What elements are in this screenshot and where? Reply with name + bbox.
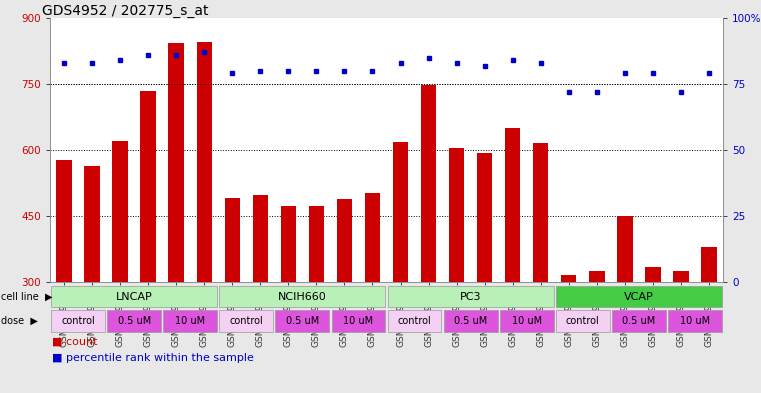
Text: control: control: [229, 316, 263, 325]
Text: 0.5 uM: 0.5 uM: [622, 316, 655, 325]
Bar: [84, 166, 100, 282]
Text: GDS4952 / 202775_s_at: GDS4952 / 202775_s_at: [43, 4, 209, 18]
Text: 10 uM: 10 uM: [511, 316, 542, 325]
Bar: [449, 148, 464, 282]
Text: 10 uM: 10 uM: [680, 316, 710, 325]
Bar: [164, 310, 217, 332]
Text: dose  ▶: dose ▶: [1, 316, 37, 325]
Bar: [673, 271, 689, 282]
Bar: [617, 216, 632, 282]
Bar: [393, 142, 408, 282]
Bar: [702, 247, 717, 282]
Text: 0.5 uM: 0.5 uM: [285, 316, 319, 325]
Bar: [556, 310, 610, 332]
Text: 0.5 uM: 0.5 uM: [117, 316, 151, 325]
Bar: [444, 310, 498, 332]
Text: cell line  ▶: cell line ▶: [1, 292, 53, 301]
Bar: [332, 310, 385, 332]
Bar: [196, 42, 212, 282]
Bar: [219, 286, 385, 307]
Bar: [500, 310, 554, 332]
Bar: [141, 92, 156, 282]
Bar: [219, 310, 273, 332]
Text: ■ percentile rank within the sample: ■ percentile rank within the sample: [53, 353, 254, 363]
Text: PC3: PC3: [460, 292, 482, 301]
Bar: [561, 275, 577, 282]
Bar: [224, 198, 240, 282]
Bar: [336, 199, 352, 282]
Bar: [168, 43, 184, 282]
Bar: [477, 153, 492, 282]
Bar: [253, 195, 268, 282]
Bar: [421, 85, 436, 282]
Text: 0.5 uM: 0.5 uM: [454, 316, 487, 325]
Bar: [51, 286, 217, 307]
Bar: [387, 286, 554, 307]
Bar: [113, 141, 128, 282]
Bar: [533, 143, 549, 282]
Bar: [107, 310, 161, 332]
Text: control: control: [61, 316, 95, 325]
Text: control: control: [566, 316, 600, 325]
Bar: [275, 310, 330, 332]
Bar: [556, 286, 722, 307]
Text: LNCAP: LNCAP: [116, 292, 152, 301]
Bar: [612, 310, 666, 332]
Text: NCIH660: NCIH660: [278, 292, 326, 301]
Text: 10 uM: 10 uM: [175, 316, 205, 325]
Bar: [589, 271, 604, 282]
Bar: [309, 206, 324, 282]
Text: VCAP: VCAP: [624, 292, 654, 301]
Bar: [505, 128, 521, 282]
Bar: [365, 193, 380, 282]
Bar: [668, 310, 722, 332]
Text: ■ count: ■ count: [53, 337, 97, 347]
Bar: [281, 206, 296, 282]
Bar: [645, 266, 661, 282]
Bar: [56, 160, 72, 282]
Bar: [51, 310, 105, 332]
Bar: [387, 310, 441, 332]
Text: 10 uM: 10 uM: [343, 316, 374, 325]
Text: control: control: [398, 316, 431, 325]
